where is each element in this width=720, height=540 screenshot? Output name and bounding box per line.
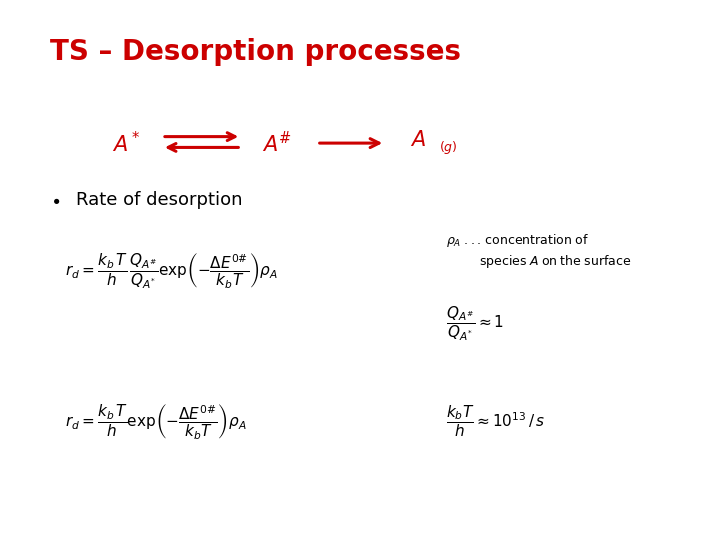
Text: $\bullet$: $\bullet$: [50, 191, 60, 209]
Text: $r_d = \dfrac{k_b\,T}{h}\exp\!\left(-\dfrac{\Delta E^{0\#}}{k_b T}\right)\rho_A$: $r_d = \dfrac{k_b\,T}{h}\exp\!\left(-\df…: [65, 402, 246, 441]
Text: $(g)$: $(g)$: [439, 139, 458, 156]
Text: $\mathrm{species}\;A\;\mathrm{on\;the\;surface}$: $\mathrm{species}\;A\;\mathrm{on\;the\;s…: [479, 253, 631, 271]
Text: $A^*$: $A^*$: [112, 131, 140, 156]
Text: $\rho_A\;...\,\mathrm{concentration\;of}$: $\rho_A\;...\,\mathrm{concentration\;of}…: [446, 232, 590, 249]
Text: Rate of desorption: Rate of desorption: [76, 191, 242, 209]
Text: $r_d = \dfrac{k_b\,T}{h}\,\dfrac{Q_{A^{\#}}}{Q_{A^{*}}}\exp\!\left(-\dfrac{\Delt: $r_d = \dfrac{k_b\,T}{h}\,\dfrac{Q_{A^{\…: [65, 251, 278, 289]
Text: TS – Desorption processes: TS – Desorption processes: [50, 38, 462, 66]
Text: $\dfrac{Q_{A^{\#}}}{Q_{A^{*}}} \approx 1$: $\dfrac{Q_{A^{\#}}}{Q_{A^{*}}} \approx 1…: [446, 305, 505, 343]
Text: $A$: $A$: [410, 130, 426, 151]
Text: $A^\#$: $A^\#$: [262, 131, 292, 156]
Text: $\dfrac{k_b T}{h} \approx 10^{13}\,/\,s$: $\dfrac{k_b T}{h} \approx 10^{13}\,/\,s$: [446, 403, 546, 439]
